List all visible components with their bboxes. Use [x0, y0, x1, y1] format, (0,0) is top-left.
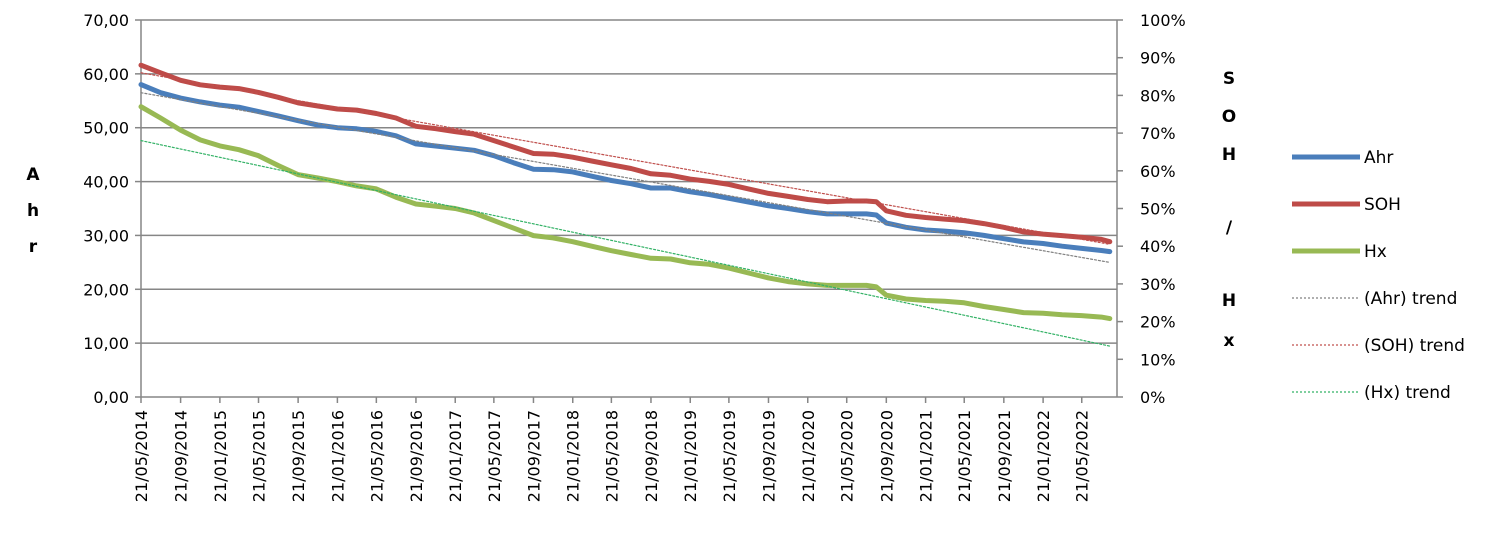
left-axis-label-letter: A: [26, 165, 40, 185]
series-line-ahrtrend: [140, 92, 1111, 263]
legend-label: SOH: [1364, 195, 1401, 215]
x-tick-label: 21/01/2022: [1034, 410, 1053, 502]
x-tick-label: 21/01/2015: [211, 410, 230, 502]
series-line-hxtrend: [140, 140, 1111, 347]
right-tick-label: 50%: [1140, 200, 1176, 219]
right-axis-label-letter: x: [1224, 331, 1235, 351]
x-tick-label: 21/05/2019: [720, 410, 739, 502]
right-tick-label: 90%: [1140, 49, 1176, 68]
right-axis-label-letter: /: [1226, 218, 1233, 238]
x-tick-label: 21/09/2019: [759, 410, 778, 502]
right-tick-label: 70%: [1140, 124, 1176, 143]
right-axis-label-letter: H: [1222, 291, 1236, 311]
legend-label: (Hx) trend: [1364, 383, 1451, 403]
right-tick-label: 30%: [1140, 275, 1176, 294]
left-axis-ticks: 0,00 10,00 20,00 30,00 40,00 50,00 60,00 70,00: [83, 11, 141, 407]
x-tick-label: 21/01/2020: [799, 410, 818, 502]
left-tick-label: 70,00: [83, 11, 129, 30]
x-tick-label: 21/01/2018: [564, 410, 583, 502]
series-line-ahr: [138, 82, 1113, 255]
left-tick-label: 40,00: [83, 173, 129, 192]
x-tick-label: 21/05/2017: [485, 410, 504, 502]
x-tick-label: 21/09/2017: [524, 410, 543, 502]
axes: [140, 20, 1118, 398]
right-tick-label: 10%: [1140, 350, 1176, 369]
x-tick-label: 21/01/2019: [681, 410, 700, 502]
left-tick-label: 20,00: [83, 280, 129, 299]
gridlines: [141, 19, 1117, 344]
left-axis-label-letter: h: [27, 201, 39, 221]
x-tick-label: 21/09/2020: [877, 410, 896, 502]
legend: Ahr SOH Hx (Ahr) trend (SOH) trend (Hx) trend: [1292, 148, 1465, 403]
x-axis-ticks: 21/05/2014 21/09/2014 21/01/2015 21/05/2015…: [132, 397, 1092, 502]
x-tick-label: 21/05/2015: [250, 410, 269, 502]
left-axis-label: Ahr: [26, 165, 40, 257]
right-axis-ticks: 0% 10% 20% 30% 40% 50% 60% 70% 80% 90% 100%: [1117, 11, 1186, 407]
left-axis-label-letter: r: [29, 237, 38, 257]
x-tick-label: 21/05/2020: [838, 410, 857, 502]
x-tick-label: 21/09/2018: [642, 410, 661, 502]
x-tick-label: 21/05/2018: [602, 410, 621, 502]
right-axis-label-letter: S: [1223, 69, 1235, 89]
right-axis-label: SOH/Hx: [1222, 69, 1236, 351]
right-tick-label: 0%: [1140, 388, 1165, 407]
x-tick-label: 21/01/2021: [917, 410, 936, 502]
right-axis-label-letter: H: [1222, 145, 1236, 165]
legend-label: (Ahr) trend: [1364, 289, 1457, 309]
right-tick-label: 40%: [1140, 237, 1176, 256]
left-tick-label: 10,00: [83, 334, 129, 353]
left-tick-label: 30,00: [83, 226, 129, 245]
left-tick-label: 0,00: [93, 388, 129, 407]
x-tick-label: 21/09/2014: [172, 410, 191, 502]
series-line-sohtrend: [140, 72, 1111, 245]
series-line-soh: [138, 62, 1113, 245]
x-tick-label: 21/05/2022: [1073, 410, 1092, 502]
x-tick-label: 21/09/2015: [289, 410, 308, 502]
legend-label: Ahr: [1364, 148, 1393, 168]
right-tick-label: 100%: [1140, 11, 1186, 30]
left-tick-label: 60,00: [83, 65, 129, 84]
x-tick-label: 21/01/2017: [446, 410, 465, 502]
x-tick-label: 21/09/2021: [995, 410, 1014, 502]
right-tick-label: 60%: [1140, 162, 1176, 181]
x-tick-label: 21/09/2016: [407, 410, 426, 502]
x-tick-label: 21/05/2016: [367, 410, 386, 502]
legend-label: (SOH) trend: [1364, 336, 1465, 356]
x-tick-label: 21/05/2014: [132, 410, 151, 502]
legend-label: Hx: [1364, 242, 1387, 262]
series-line-hx: [138, 104, 1113, 322]
right-axis-label-letter: O: [1222, 107, 1236, 127]
left-tick-label: 50,00: [83, 119, 129, 138]
right-tick-label: 80%: [1140, 86, 1176, 105]
x-tick-label: 21/05/2021: [955, 410, 974, 502]
x-tick-label: 21/01/2016: [328, 410, 347, 502]
plot-area: [138, 62, 1113, 347]
right-tick-label: 20%: [1140, 313, 1176, 332]
